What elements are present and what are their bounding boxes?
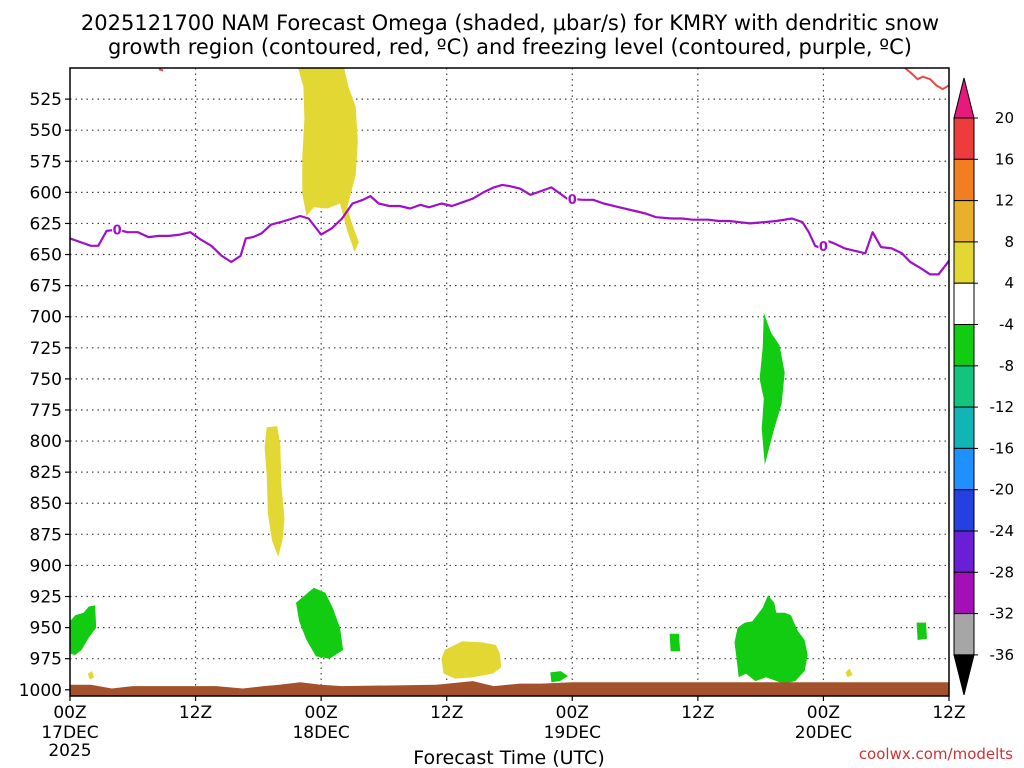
- freezing-level-label: 0: [819, 240, 828, 255]
- colorbar-label: -28: [990, 563, 1015, 581]
- y-tick-label: 550: [30, 121, 62, 141]
- colorbar-label: 20: [995, 109, 1014, 127]
- x-tick-label: 12Z: [932, 703, 965, 723]
- x-date-label: 19DEC: [544, 723, 601, 743]
- colorbar-label: -12: [990, 398, 1015, 416]
- colorbar-bin: [953, 158, 975, 202]
- omega-region: [916, 622, 927, 640]
- colorbar-bin: [953, 530, 975, 573]
- colorbar: 20 16 12 8 4 -4 -8 -12 -16 -20 -24 -28 -32 -36: [953, 77, 1015, 696]
- colorbar-label: 4: [1004, 274, 1014, 292]
- colorbar-label: -16: [990, 439, 1015, 457]
- y-tick-label: 800: [30, 432, 62, 452]
- y-tick-label: 700: [30, 308, 62, 328]
- colorbar-bin: [953, 571, 975, 615]
- colorbar-bin: [953, 282, 975, 326]
- colorbar-top-arrow: [953, 77, 975, 119]
- y-tick-label: 750: [30, 370, 62, 390]
- colorbar-bin: [953, 117, 975, 160]
- y-tick-label: 525: [30, 90, 62, 110]
- x-tick-label: 12Z: [179, 703, 212, 723]
- freezing-label-mask: [567, 190, 578, 207]
- omega-region: [264, 426, 285, 557]
- y-tick-label: 850: [30, 494, 62, 514]
- omega-region: [759, 313, 785, 465]
- y-tick-label: 900: [30, 556, 62, 576]
- colorbar-label: -24: [990, 522, 1015, 540]
- omega-region: [845, 668, 853, 678]
- chart-title: 2025121700 NAM Forecast Omega (shaded, μ…: [81, 11, 939, 59]
- x-date-label: 17DEC: [41, 723, 98, 743]
- x-tick-label: 00Z: [807, 703, 840, 723]
- colorbar-label: 12: [995, 192, 1014, 210]
- omega-region: [669, 633, 681, 652]
- y-tick-label: 875: [30, 525, 62, 545]
- colorbar-bin: [953, 365, 975, 408]
- colorbar-label: 16: [995, 150, 1014, 168]
- data-fields: 0 0 0: [70, 68, 949, 696]
- x-date-label: 18DEC: [292, 723, 349, 743]
- omega-region: [296, 587, 344, 659]
- y-tick-label: 950: [30, 619, 62, 639]
- title-line-1: 2025121700 NAM Forecast Omega (shaded, μ…: [81, 11, 939, 35]
- colorbar-label: -32: [990, 605, 1015, 623]
- colorbar-bin: [953, 324, 975, 367]
- dendritic-growth-contour: [904, 68, 949, 91]
- y-tick-label: 575: [30, 152, 62, 172]
- colorbar-bottom-arrow: [953, 654, 975, 696]
- colorbar-bin: [953, 200, 975, 243]
- plot-frame: [69, 67, 950, 697]
- terrain-fill: [70, 681, 949, 696]
- y-tick-label: 1000: [19, 681, 62, 701]
- colorbar-bin: [953, 447, 975, 491]
- colorbar-bin: [953, 489, 975, 532]
- y-tick-label: 625: [30, 214, 62, 234]
- omega-region: [87, 671, 95, 680]
- colorbar-bin: [953, 613, 975, 656]
- x-tick-label: 12Z: [681, 703, 714, 723]
- y-tick-label: 725: [30, 339, 62, 359]
- credit-link[interactable]: coolwx.com/modelts: [859, 745, 1013, 763]
- y-axis: 525 550 575 600 625 650 675 700 725 750 775 800 825 8…: [19, 90, 70, 701]
- colorbar-label: -4: [999, 316, 1014, 334]
- colorbar-label: -36: [990, 646, 1015, 664]
- omega-region: [734, 595, 808, 684]
- omega-region: [550, 671, 569, 683]
- plot-area-background: [70, 68, 949, 696]
- freezing-label-mask: [818, 237, 829, 254]
- x-tick-label: 00Z: [305, 703, 338, 723]
- y-tick-label: 825: [30, 463, 62, 483]
- y-tick-label: 925: [30, 588, 62, 608]
- x-tick-label: 00Z: [556, 703, 589, 723]
- y-tick-label: 650: [30, 246, 62, 266]
- x-year-label: 2025: [48, 741, 91, 761]
- y-tick-label: 675: [30, 277, 62, 297]
- x-tick-label: 12Z: [430, 703, 463, 723]
- x-axis-title: Forecast Time (UTC): [413, 747, 604, 768]
- colorbar-label: -20: [990, 481, 1015, 499]
- colorbar-bin: [953, 406, 975, 449]
- colorbar-bin: [953, 241, 975, 284]
- omega-region: [298, 68, 359, 252]
- freezing-level-label: 0: [568, 193, 577, 208]
- title-line-2: growth region (contoured, red, ºC) and f…: [108, 35, 912, 59]
- y-tick-label: 775: [30, 401, 62, 421]
- freezing-label-mask: [112, 221, 123, 238]
- y-tick-label: 975: [30, 650, 62, 670]
- x-tick-label: 00Z: [53, 703, 86, 723]
- x-date-label: 20DEC: [795, 723, 852, 743]
- dendritic-growth-contour: [158, 68, 164, 72]
- omega-region: [441, 641, 502, 679]
- colorbar-label: 8: [1004, 233, 1014, 251]
- freezing-level-label: 0: [113, 224, 122, 239]
- omega-region: [70, 605, 97, 655]
- y-tick-label: 600: [30, 183, 62, 203]
- colorbar-label: -8: [999, 357, 1014, 375]
